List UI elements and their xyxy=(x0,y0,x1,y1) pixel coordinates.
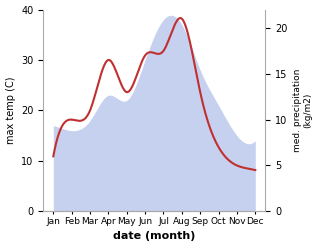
X-axis label: date (month): date (month) xyxy=(113,231,196,242)
Y-axis label: max temp (C): max temp (C) xyxy=(5,77,16,144)
Y-axis label: med. precipitation
(kg/m2): med. precipitation (kg/m2) xyxy=(293,69,313,152)
